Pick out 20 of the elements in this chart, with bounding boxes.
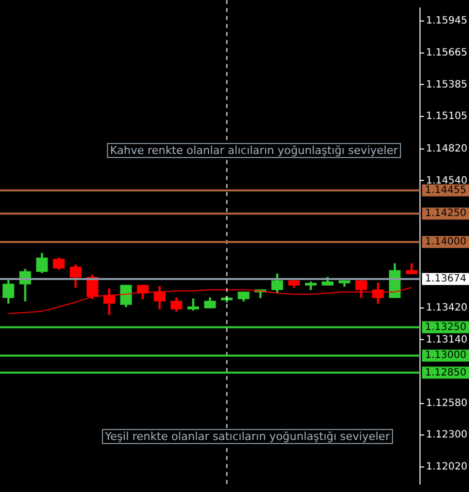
y-tick-label: 1.14820 (426, 143, 468, 154)
y-tick-label: 1.15105 (426, 111, 468, 122)
ref-line-label: 1.14000 (425, 236, 466, 248)
ref-line-label: 1.14455 (425, 184, 466, 196)
y-tick-label: 1.15945 (426, 16, 468, 27)
y-tick-label: 1.12020 (426, 462, 468, 473)
y-tick-label: 1.13420 (426, 302, 468, 314)
y-tick-label: 1.15385 (426, 79, 468, 90)
y-tick-label: 1.15665 (426, 47, 468, 58)
ref-line-label: 1.12850 (425, 367, 466, 378)
ref-line-label: 1.14250 (425, 208, 466, 220)
ref-line-label: 1.13000 (425, 350, 466, 362)
ref-line-label: 1.13674 (425, 274, 466, 285)
annotation: Yeşil renkte olanlar satıcıların yoğunlaştığı seviyeler (102, 429, 393, 444)
y-tick-label: 1.12300 (426, 430, 468, 441)
annotation: Kahve renkte olanlar alıcıların yoğunlaştığı seviyeler (107, 143, 401, 158)
ref-line-label: 1.13250 (425, 322, 466, 333)
y-tick-label: 1.14540 (426, 175, 468, 186)
y-tick-label: 1.12580 (426, 398, 468, 409)
y-tick-label: 1.13140 (426, 334, 468, 346)
